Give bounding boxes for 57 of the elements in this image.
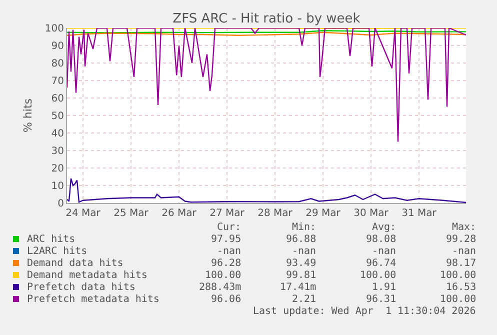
line-series (67, 28, 466, 142)
y-tick-label: 90 (51, 41, 64, 52)
text: 2.21 (292, 294, 316, 305)
x-tick-label: 31 Mar (402, 208, 438, 219)
legend-label: ARC hits (27, 234, 76, 245)
y-tick-label: 0 (58, 198, 64, 210)
x-tick-label: 30 Mar (354, 208, 390, 219)
text: Cur: (217, 222, 242, 233)
text: Avg: (372, 222, 396, 233)
y-tick-label: 30 (51, 146, 64, 157)
text: 97.95 (211, 234, 242, 245)
y-tick-label: 100 (44, 24, 64, 34)
text: -nan (452, 246, 476, 257)
x-tick-label: 25 Mar (114, 208, 150, 219)
text: 99.81 (286, 270, 316, 281)
text: 100.00 (440, 270, 476, 281)
text: 96.74 (366, 258, 396, 269)
text: 99.28 (446, 234, 476, 245)
text: 288.43m (199, 282, 242, 293)
text: Max: (452, 222, 476, 233)
x-tick-label: 28 Mar (258, 208, 294, 219)
y-axis-title: % hits (22, 98, 35, 133)
text: 100.00 (440, 294, 476, 305)
text: 100.00 (205, 270, 242, 281)
text: 16.53 (446, 282, 476, 293)
text: -nan (292, 246, 316, 257)
text: -nan (372, 246, 396, 257)
y-tick-label: 20 (51, 164, 64, 174)
chart-title: ZFS ARC - Hit ratio - by week (172, 12, 361, 27)
legend-label: Demand metadata hits (27, 270, 148, 281)
legend-label: Prefetch metadata hits (27, 294, 160, 305)
text: 96.28 (211, 258, 242, 269)
y-tick-label: 80 (51, 58, 64, 70)
legend-label: Demand data hits (27, 258, 124, 269)
text: 96.88 (286, 234, 316, 245)
text: 1.91 (372, 282, 396, 293)
text: 100.00 (360, 270, 396, 281)
legend-label: L2ARC hits (27, 246, 88, 257)
y-tick-label: 10 (51, 181, 64, 192)
text: Min: (292, 222, 316, 233)
text: 93.49 (286, 258, 316, 269)
text: -nan (217, 246, 242, 257)
x-tick-label: 26 Mar (162, 208, 198, 219)
text: 98.17 (446, 258, 476, 269)
text: 17.41m (280, 282, 316, 293)
x-tick-label: 27 Mar (210, 208, 246, 219)
x-tick-label: 24 Mar (66, 208, 102, 219)
text: 96.31 (366, 294, 396, 305)
text: Last update: Wed Apr 1 11:30:04 2026 (253, 306, 476, 317)
text: 98.08 (366, 234, 396, 245)
x-tick-label: 29 Mar (306, 208, 342, 219)
legend-label: Prefetch data hits (27, 282, 136, 293)
y-tick-label: 40 (51, 128, 64, 140)
y-tick-label: 60 (51, 94, 64, 104)
text: 96.06 (211, 294, 242, 305)
y-tick-label: 70 (51, 76, 64, 87)
y-tick-label: 50 (51, 111, 64, 122)
